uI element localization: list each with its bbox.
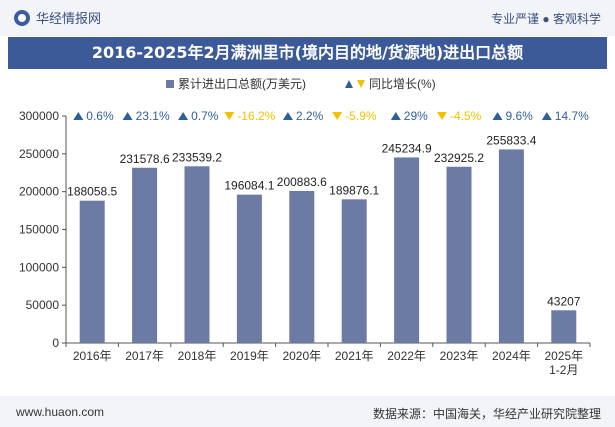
- logo: 华经情报网: [14, 8, 101, 27]
- growth-label: 0.6%: [86, 109, 114, 123]
- growth-row: 0.6% 23.1% 0.7% -16.2% 2.2% -5.9% 29% -4.5% 9.6%…: [73, 109, 589, 123]
- y-tick-label: 200000: [19, 185, 59, 199]
- legend-bar-swatch: [166, 80, 174, 88]
- growth-label: 0.7%: [191, 109, 219, 123]
- y-tick-label: 250000: [19, 147, 59, 161]
- footer-url: www.huaon.com: [16, 405, 105, 419]
- y-tick-label: 150000: [19, 223, 59, 237]
- growth-label: -16.2%: [237, 109, 275, 123]
- x-tick-label: 2020年: [282, 349, 321, 363]
- bar: [184, 166, 210, 343]
- bar-value-label: 245234.9: [382, 141, 432, 155]
- growth-down-icon: [332, 112, 343, 120]
- bar-value-label: 232925.2: [434, 151, 484, 165]
- logo-icon: [14, 9, 30, 26]
- bar-value-label: 188058.5: [67, 185, 117, 199]
- growth-up-icon: [390, 112, 401, 120]
- bar: [446, 166, 472, 343]
- legend-growth-label: 同比增长(%): [369, 77, 436, 91]
- legend-down-icon: [357, 80, 365, 88]
- growth-label: 9.6%: [506, 109, 534, 123]
- site-name: 华经情报网: [36, 11, 102, 26]
- growth-label: 2.2%: [296, 109, 324, 123]
- x-tick-label: 2022年: [387, 349, 426, 363]
- growth-label: 29%: [404, 109, 428, 123]
- y-tick-label: 50000: [26, 298, 60, 312]
- bar-value-label: 196084.1: [224, 179, 274, 193]
- y-tick-label: 0: [52, 336, 59, 350]
- growth-up-icon: [122, 112, 133, 120]
- axes: 0 50000 100000 150000 200000 250000 300000 2016…: [19, 109, 591, 377]
- bar: [394, 157, 420, 343]
- growth-up-icon: [178, 112, 189, 120]
- slogan: 专业严谨 ● 客观科学: [491, 12, 601, 26]
- growth-down-icon: [224, 112, 235, 120]
- x-tick-label: 2023年: [440, 349, 479, 363]
- x-tick-label: 2019年: [230, 349, 269, 363]
- x-tick-label: 2024年: [492, 349, 531, 363]
- bar-value-label: 255833.4: [486, 133, 536, 147]
- growth-up-icon: [282, 112, 293, 120]
- y-tick-label: 300000: [19, 109, 59, 123]
- bar-value-label: 43207: [547, 294, 581, 308]
- footer: www.huaon.com 数据来源：中国海关，华经产业研究院整理: [0, 396, 615, 427]
- bar: [341, 199, 367, 343]
- legend-bar-label: 累计进出口总额(万美元): [178, 77, 306, 91]
- x-tick-label: 1-2月: [549, 363, 578, 377]
- footer-source: 数据来源：中国海关，华经产业研究院整理: [372, 407, 601, 421]
- growth-label: 23.1%: [136, 109, 170, 123]
- x-tick-label: 2021年: [335, 349, 374, 363]
- growth-up-icon: [492, 112, 503, 120]
- bar-value-label: 189876.1: [329, 183, 379, 197]
- bar-value-label: 200883.6: [277, 175, 327, 189]
- legend: 累计进出口总额(万美元) 同比增长(%): [166, 77, 436, 91]
- x-tick-label: 2017年: [125, 349, 164, 363]
- bar-value-label: 233539.2: [172, 150, 222, 164]
- growth-up-icon: [541, 112, 552, 120]
- growth-down-icon: [437, 112, 447, 120]
- bar: [551, 310, 577, 343]
- bar: [498, 149, 524, 343]
- legend-up-icon: [345, 80, 353, 88]
- bar: [79, 200, 105, 343]
- bars: 188058.5 231578.6 233539.2 196084.1 200883.6…: [67, 133, 581, 343]
- top-bar: 华经情报网 专业严谨 ● 客观科学: [0, 0, 615, 36]
- bar: [236, 194, 262, 343]
- x-tick-label: 2025年: [544, 349, 583, 363]
- bar: [132, 167, 158, 343]
- growth-label: -4.5%: [450, 109, 482, 123]
- growth-label: 14.7%: [555, 109, 589, 123]
- bar: [289, 190, 315, 343]
- x-tick-label: 2016年: [73, 349, 112, 363]
- growth-up-icon: [73, 112, 84, 120]
- chart-svg: 累计进出口总额(万美元) 同比增长(%) 0 50000 100000 150000 20…: [19, 77, 591, 377]
- bar-value-label: 231578.6: [120, 152, 170, 166]
- y-tick-label: 100000: [19, 260, 59, 274]
- chart-title: 2016-2025年2月满洲里市(境内目的地/货源地)进出口总额: [8, 37, 607, 69]
- growth-label: -5.9%: [345, 109, 377, 123]
- x-tick-label: 2018年: [178, 349, 217, 363]
